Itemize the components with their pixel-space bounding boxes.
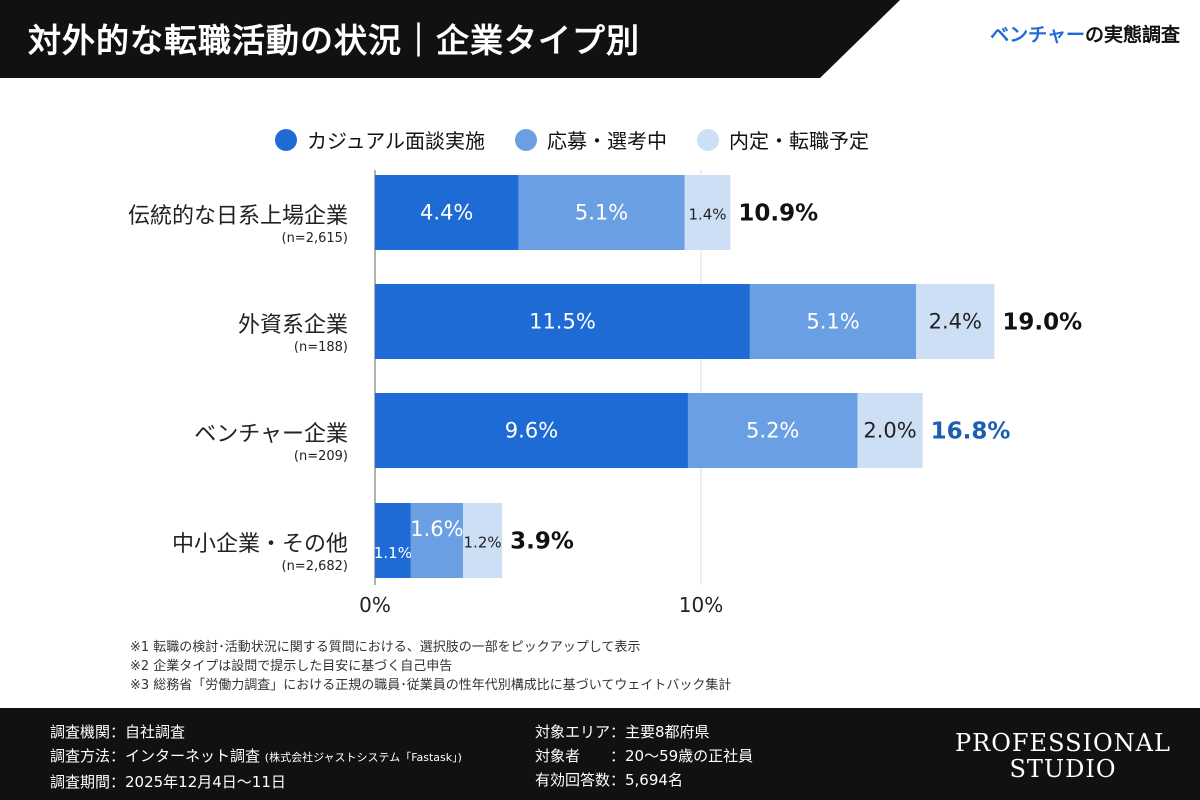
category-label: 外資系企業: [238, 313, 348, 338]
data-label: 1.1%: [374, 544, 412, 562]
note: ※2 企業タイプは設問で提示した目安に基づく自己申告: [130, 659, 453, 674]
survey-area: 対象エリア：主要8都府県: [535, 723, 710, 741]
survey-org: 調査機関：自社調査: [50, 723, 186, 741]
legend-item: 内定・転職予定: [697, 125, 869, 154]
sample-size-label: (n=209): [294, 449, 348, 464]
page-title: 対外的な転職活動の状況｜企業タイプ別: [28, 21, 640, 60]
footnotes: ※1 転職の検討･活動状況に関する質問における、選択肢の一部をピックアップして表…: [130, 638, 731, 695]
legend-item: カジュアル面談実施: [275, 125, 485, 154]
header-bar: [0, 0, 900, 78]
data-label: 2.4%: [929, 310, 982, 334]
survey-info-left: 調査機関：自社調査 調査方法：インターネット調査 (株式会社ジャストシステム「F…: [50, 720, 462, 794]
x-tick-label: 0%: [359, 593, 391, 617]
data-label: 5.1%: [575, 201, 628, 225]
bar-segment: [916, 284, 995, 359]
data-label: 5.2%: [746, 419, 799, 443]
survey-method-text: 調査方法：インターネット調査: [50, 747, 261, 765]
survey-responses: 有効回答数：5,694名: [535, 771, 683, 789]
data-label: 4.4%: [420, 201, 473, 225]
legend-item: 応募・選考中: [515, 125, 667, 154]
bar-segment: [684, 175, 731, 250]
bar-segment: [375, 175, 519, 250]
survey-target: 対象者 ：20〜59歳の正社員: [535, 747, 754, 765]
legend-swatch: [697, 128, 719, 151]
data-label: 1.6%: [410, 517, 463, 541]
data-label: 2.0%: [863, 419, 916, 443]
note: ※3 総務省「労働力調査」における正規の職員･従業員の性年代別構成比に基づいてウ…: [130, 678, 732, 693]
category-label: ベンチャー企業: [194, 422, 348, 447]
bar-segment: [518, 175, 685, 250]
bar-segment: [463, 503, 503, 578]
sample-size-label: (n=2,682): [282, 559, 349, 574]
total-label: 3.9%: [510, 529, 574, 555]
survey-method: 調査方法：インターネット調査 (株式会社ジャストシステム「Fastask」): [50, 744, 462, 770]
brand-rest: の実態調査: [1084, 24, 1180, 46]
sample-size-label: (n=188): [294, 340, 348, 355]
logo-line: STUDIO: [1009, 755, 1117, 783]
total-label: 19.0%: [1002, 310, 1082, 336]
logo: PROFESSIONAL STUDIO: [955, 730, 1171, 782]
bar-segment: [687, 393, 858, 468]
total-label: 16.8%: [931, 419, 1011, 445]
legend-label: カジュアル面談実施: [307, 129, 485, 153]
legend-label: 応募・選考中: [547, 129, 667, 153]
sample-size-label: (n=2,615): [282, 231, 349, 246]
stacked-bar-chart: 0% 10% 伝統的な日系上場企業 (n=2,615) 4.4% 5.1% 1.4% 10.9…: [128, 170, 1082, 617]
legend: カジュアル面談実施 応募・選考中 内定・転職予定: [275, 125, 869, 154]
survey-info-right: 対象エリア：主要8都府県 対象者 ：20〜59歳の正社員 有効回答数：5,694…: [535, 720, 753, 792]
bar-segment: [375, 284, 750, 359]
brand-highlight: ベンチャー: [990, 24, 1085, 46]
data-label: 1.4%: [688, 206, 726, 224]
data-label: 5.1%: [806, 310, 859, 334]
category-label: 中小企業・その他: [172, 532, 348, 557]
bar-segment: [375, 503, 411, 578]
survey-period: 調査期間：2025年12月4日〜11日: [50, 773, 286, 791]
data-label: 1.2%: [464, 534, 502, 552]
brand-label: ベンチャーの実態調査: [990, 20, 1180, 47]
note: ※1 転職の検討･活動状況に関する質問における、選択肢の一部をピックアップして表…: [130, 640, 641, 655]
footer: 調査機関：自社調査 調査方法：インターネット調査 (株式会社ジャストシステム「F…: [0, 708, 1200, 800]
legend-swatch: [275, 128, 297, 151]
bar-segment: [749, 284, 917, 359]
legend-label: 内定・転職予定: [729, 129, 869, 153]
legend-swatch: [515, 128, 537, 151]
data-label: 11.5%: [529, 310, 596, 334]
bar-segment: [857, 393, 923, 468]
bar-segment: [375, 393, 688, 468]
bar-segment: [410, 503, 464, 578]
category-label: 伝統的な日系上場企業: [128, 204, 348, 229]
x-tick-label: 10%: [679, 593, 723, 617]
logo-line: PROFESSIONAL: [955, 729, 1171, 757]
total-label: 10.9%: [738, 201, 818, 227]
survey-method-note: (株式会社ジャストシステム「Fastask」): [264, 751, 462, 764]
data-label: 9.6%: [505, 419, 558, 443]
